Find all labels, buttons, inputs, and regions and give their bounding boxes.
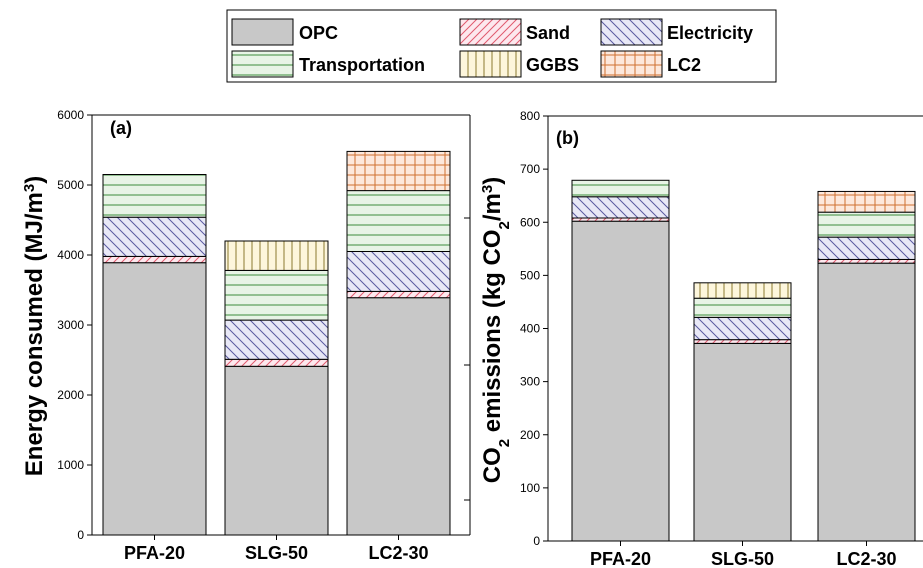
bar-segment-lc2-lc2-30 xyxy=(817,190,916,213)
bar-segment-sand-slg-50 xyxy=(224,358,329,367)
bar-segment-ggbs-slg-50 xyxy=(693,282,792,299)
y-axis-label-part: 2 xyxy=(496,221,513,229)
axes-b: PFA-20 SLG-50 LC2-30 0 100 200 300 400 500 600 700… xyxy=(520,109,923,568)
legend-swatch-ggbs xyxy=(459,50,522,78)
bar-stack-pfa-20 xyxy=(102,174,207,536)
y-tick-label-1000: 1000 xyxy=(57,458,84,472)
bar-segment-transportation-slg-50 xyxy=(224,269,329,321)
y-tick-label-3000: 3000 xyxy=(57,318,84,332)
bars-b xyxy=(571,179,916,542)
legend-label-electricity: Electricity xyxy=(667,23,753,43)
x-tick-label-pfa-20: PFA-20 xyxy=(590,549,651,568)
legend-label-transportation: Transportation xyxy=(299,55,425,75)
y-tick-label-800: 800 xyxy=(520,109,540,123)
bar-segment-ggbs-slg-50 xyxy=(224,240,329,271)
bar-segment-electricity-lc2-30 xyxy=(817,236,916,260)
legend-label-sand: Sand xyxy=(526,23,570,43)
y-tick-label-700: 700 xyxy=(520,162,540,176)
bar-segment-transportation-pfa-20 xyxy=(571,179,670,198)
bar-segment-opc-pfa-20 xyxy=(571,220,670,542)
y-tick-label-5000: 5000 xyxy=(57,178,84,192)
bar-segment-electricity-slg-50 xyxy=(693,316,792,341)
bar-segment-electricity-pfa-20 xyxy=(102,216,207,257)
y-axis-label-a: Energy consumed (MJ/m3) xyxy=(21,176,49,476)
bar-segment-sand-lc2-30 xyxy=(817,258,916,264)
legend-swatch-transportation xyxy=(231,50,294,78)
bar-segment-transportation-lc2-30 xyxy=(346,190,451,253)
bar-stack-pfa-20 xyxy=(571,179,670,542)
legend-item-transportation: Transportation xyxy=(231,50,425,78)
y-tick-label-0: 0 xyxy=(77,528,84,542)
panel-label-b: (b) xyxy=(556,128,579,148)
legend-swatch-opc xyxy=(231,18,294,46)
x-tick-label-pfa-20: PFA-20 xyxy=(124,543,185,563)
legend-swatch-lc2 xyxy=(600,50,663,78)
bar-stack-slg-50 xyxy=(224,240,329,536)
y-tick-label-4000: 4000 xyxy=(57,248,84,262)
panel-label-a: (a) xyxy=(110,118,132,138)
bar-segment-lc2-lc2-30 xyxy=(346,150,451,192)
legend-label-opc: OPC xyxy=(299,23,338,43)
legend-item-electricity: Electricity xyxy=(600,18,753,46)
y-axis-label-part: emissions (kg CO xyxy=(479,229,506,438)
y-axis-label-part: Energy consumed (MJ/m xyxy=(21,192,48,476)
bars-a xyxy=(102,150,451,536)
y-axis-label-part: /m xyxy=(479,193,506,221)
y-tick-label-500: 500 xyxy=(520,268,540,282)
y-tick-label-200: 200 xyxy=(520,428,540,442)
legend-label-ggbs: GGBS xyxy=(526,55,579,75)
axes-a: PFA-20 SLG-50 LC2-30 0 1000 2000 3000 4000 5000 6… xyxy=(57,108,471,563)
x-tick-label-lc2-30: LC2-30 xyxy=(368,543,428,563)
y-tick-label-2000: 2000 xyxy=(57,388,84,402)
bar-stack-lc2-30 xyxy=(346,150,451,536)
bar-segment-opc-lc2-30 xyxy=(817,262,916,542)
x-tick-label-slg-50: SLG-50 xyxy=(711,549,774,568)
x-tick-label-slg-50: SLG-50 xyxy=(245,543,308,563)
y-axis-label-part: CO xyxy=(479,447,506,483)
chart-panel-b: PFA-20 SLG-50 LC2-30 0 100 200 300 400 500 600 700… xyxy=(479,109,923,568)
y-tick-label-400: 400 xyxy=(520,322,540,336)
bar-segment-electricity-slg-50 xyxy=(224,319,329,360)
bar-segment-sand-lc2-30 xyxy=(346,290,451,299)
legend-item-lc2: LC2 xyxy=(600,50,701,78)
chart-panel-a: PFA-20 SLG-50 LC2-30 0 1000 2000 3000 4000 5000 6… xyxy=(21,108,471,563)
legend-item-ggbs: GGBS xyxy=(459,50,579,78)
bar-segment-electricity-pfa-20 xyxy=(571,196,670,219)
x-tick-label-lc2-30: LC2-30 xyxy=(836,549,896,568)
bar-stack-lc2-30 xyxy=(817,190,916,542)
bar-segment-electricity-lc2-30 xyxy=(346,251,451,292)
y-tick-label-300: 300 xyxy=(520,375,540,389)
legend-item-sand: Sand xyxy=(459,18,570,46)
y-tick-label-100: 100 xyxy=(520,481,540,495)
legend-swatch-sand xyxy=(459,18,522,46)
y-tick-label-6000: 6000 xyxy=(57,108,84,122)
bar-segment-sand-pfa-20 xyxy=(102,255,207,264)
bar-stack-slg-50 xyxy=(693,282,792,542)
y-axis-label-part: 2 xyxy=(496,439,513,447)
y-tick-label-600: 600 xyxy=(520,215,540,229)
y-tick-label-0: 0 xyxy=(533,534,540,548)
legend: OPC Sand Electricity Transportation GGBS… xyxy=(226,9,777,83)
bar-segment-transportation-slg-50 xyxy=(693,297,792,318)
y-axis-label-part: ) xyxy=(479,177,506,185)
y-axis-label-part: 3 xyxy=(479,185,496,193)
bar-segment-opc-lc2-30 xyxy=(346,297,451,536)
bar-segment-opc-slg-50 xyxy=(224,365,329,536)
bar-segment-opc-slg-50 xyxy=(693,342,792,542)
bar-segment-transportation-lc2-30 xyxy=(817,211,916,238)
y-axis-label-b: CO2 emissions (kg CO2/m3) xyxy=(479,177,513,483)
y-axis-label-part: 3 xyxy=(21,184,38,192)
legend-item-opc: OPC xyxy=(231,18,338,46)
y-axis-label-part: ) xyxy=(21,176,48,184)
legend-label-lc2: LC2 xyxy=(667,55,701,75)
bar-segment-sand-slg-50 xyxy=(693,339,792,344)
bar-segment-opc-pfa-20 xyxy=(102,262,207,536)
bar-segment-transportation-pfa-20 xyxy=(102,174,207,218)
legend-swatch-electricity xyxy=(600,18,663,46)
